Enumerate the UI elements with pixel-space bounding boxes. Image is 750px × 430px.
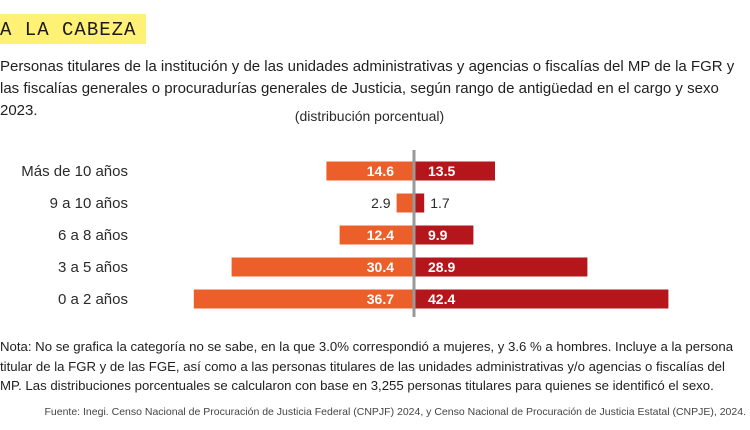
bar-left — [193, 289, 414, 309]
category-label: 6 a 8 años — [58, 227, 128, 244]
bar-left — [326, 161, 414, 181]
chart-subtitle: (distribución porcentual) — [0, 108, 745, 124]
category-label: Más de 10 años — [21, 163, 128, 180]
pyramid-chart: Más de 10 años 14.6 13.5 9 a 10 años 2.9 1.7 6… — [21, 150, 669, 317]
header-highlight — [0, 14, 146, 44]
value-label-right: 9.9 — [428, 227, 448, 243]
value-label-right: 28.9 — [428, 259, 455, 275]
chart-subtitle-text: (distribución porcentual) — [294, 108, 445, 124]
chart-title: Personas titulares de la institución y d… — [0, 58, 735, 119]
value-label-left: 2.9 — [371, 195, 391, 211]
bar-left — [396, 193, 414, 213]
bar-left — [231, 257, 414, 277]
bar-right — [414, 225, 474, 245]
value-label-left: 36.7 — [367, 291, 394, 307]
section-header: A LA CABEZA — [0, 19, 137, 41]
bar-right — [414, 257, 588, 277]
bar-left — [339, 225, 414, 245]
value-label-left: 12.4 — [367, 227, 394, 243]
value-label-right: 42.4 — [428, 291, 455, 307]
bar-right — [414, 193, 425, 213]
value-label-left: 30.4 — [367, 259, 394, 275]
category-label: 3 a 5 años — [58, 259, 128, 276]
value-label-right: 13.5 — [428, 163, 455, 179]
bar-right — [414, 289, 669, 309]
bar-right — [414, 161, 495, 181]
value-label-right: 1.7 — [430, 195, 450, 211]
chart-source: Fuente: Inegi. Censo Nacional de Procura… — [44, 406, 746, 418]
value-label-left: 14.6 — [367, 163, 394, 179]
category-label: 9 a 10 años — [50, 195, 128, 212]
chart-note: Nota: No se grafica la categoría no se s… — [0, 339, 734, 393]
category-label: 0 a 2 años — [58, 291, 128, 308]
